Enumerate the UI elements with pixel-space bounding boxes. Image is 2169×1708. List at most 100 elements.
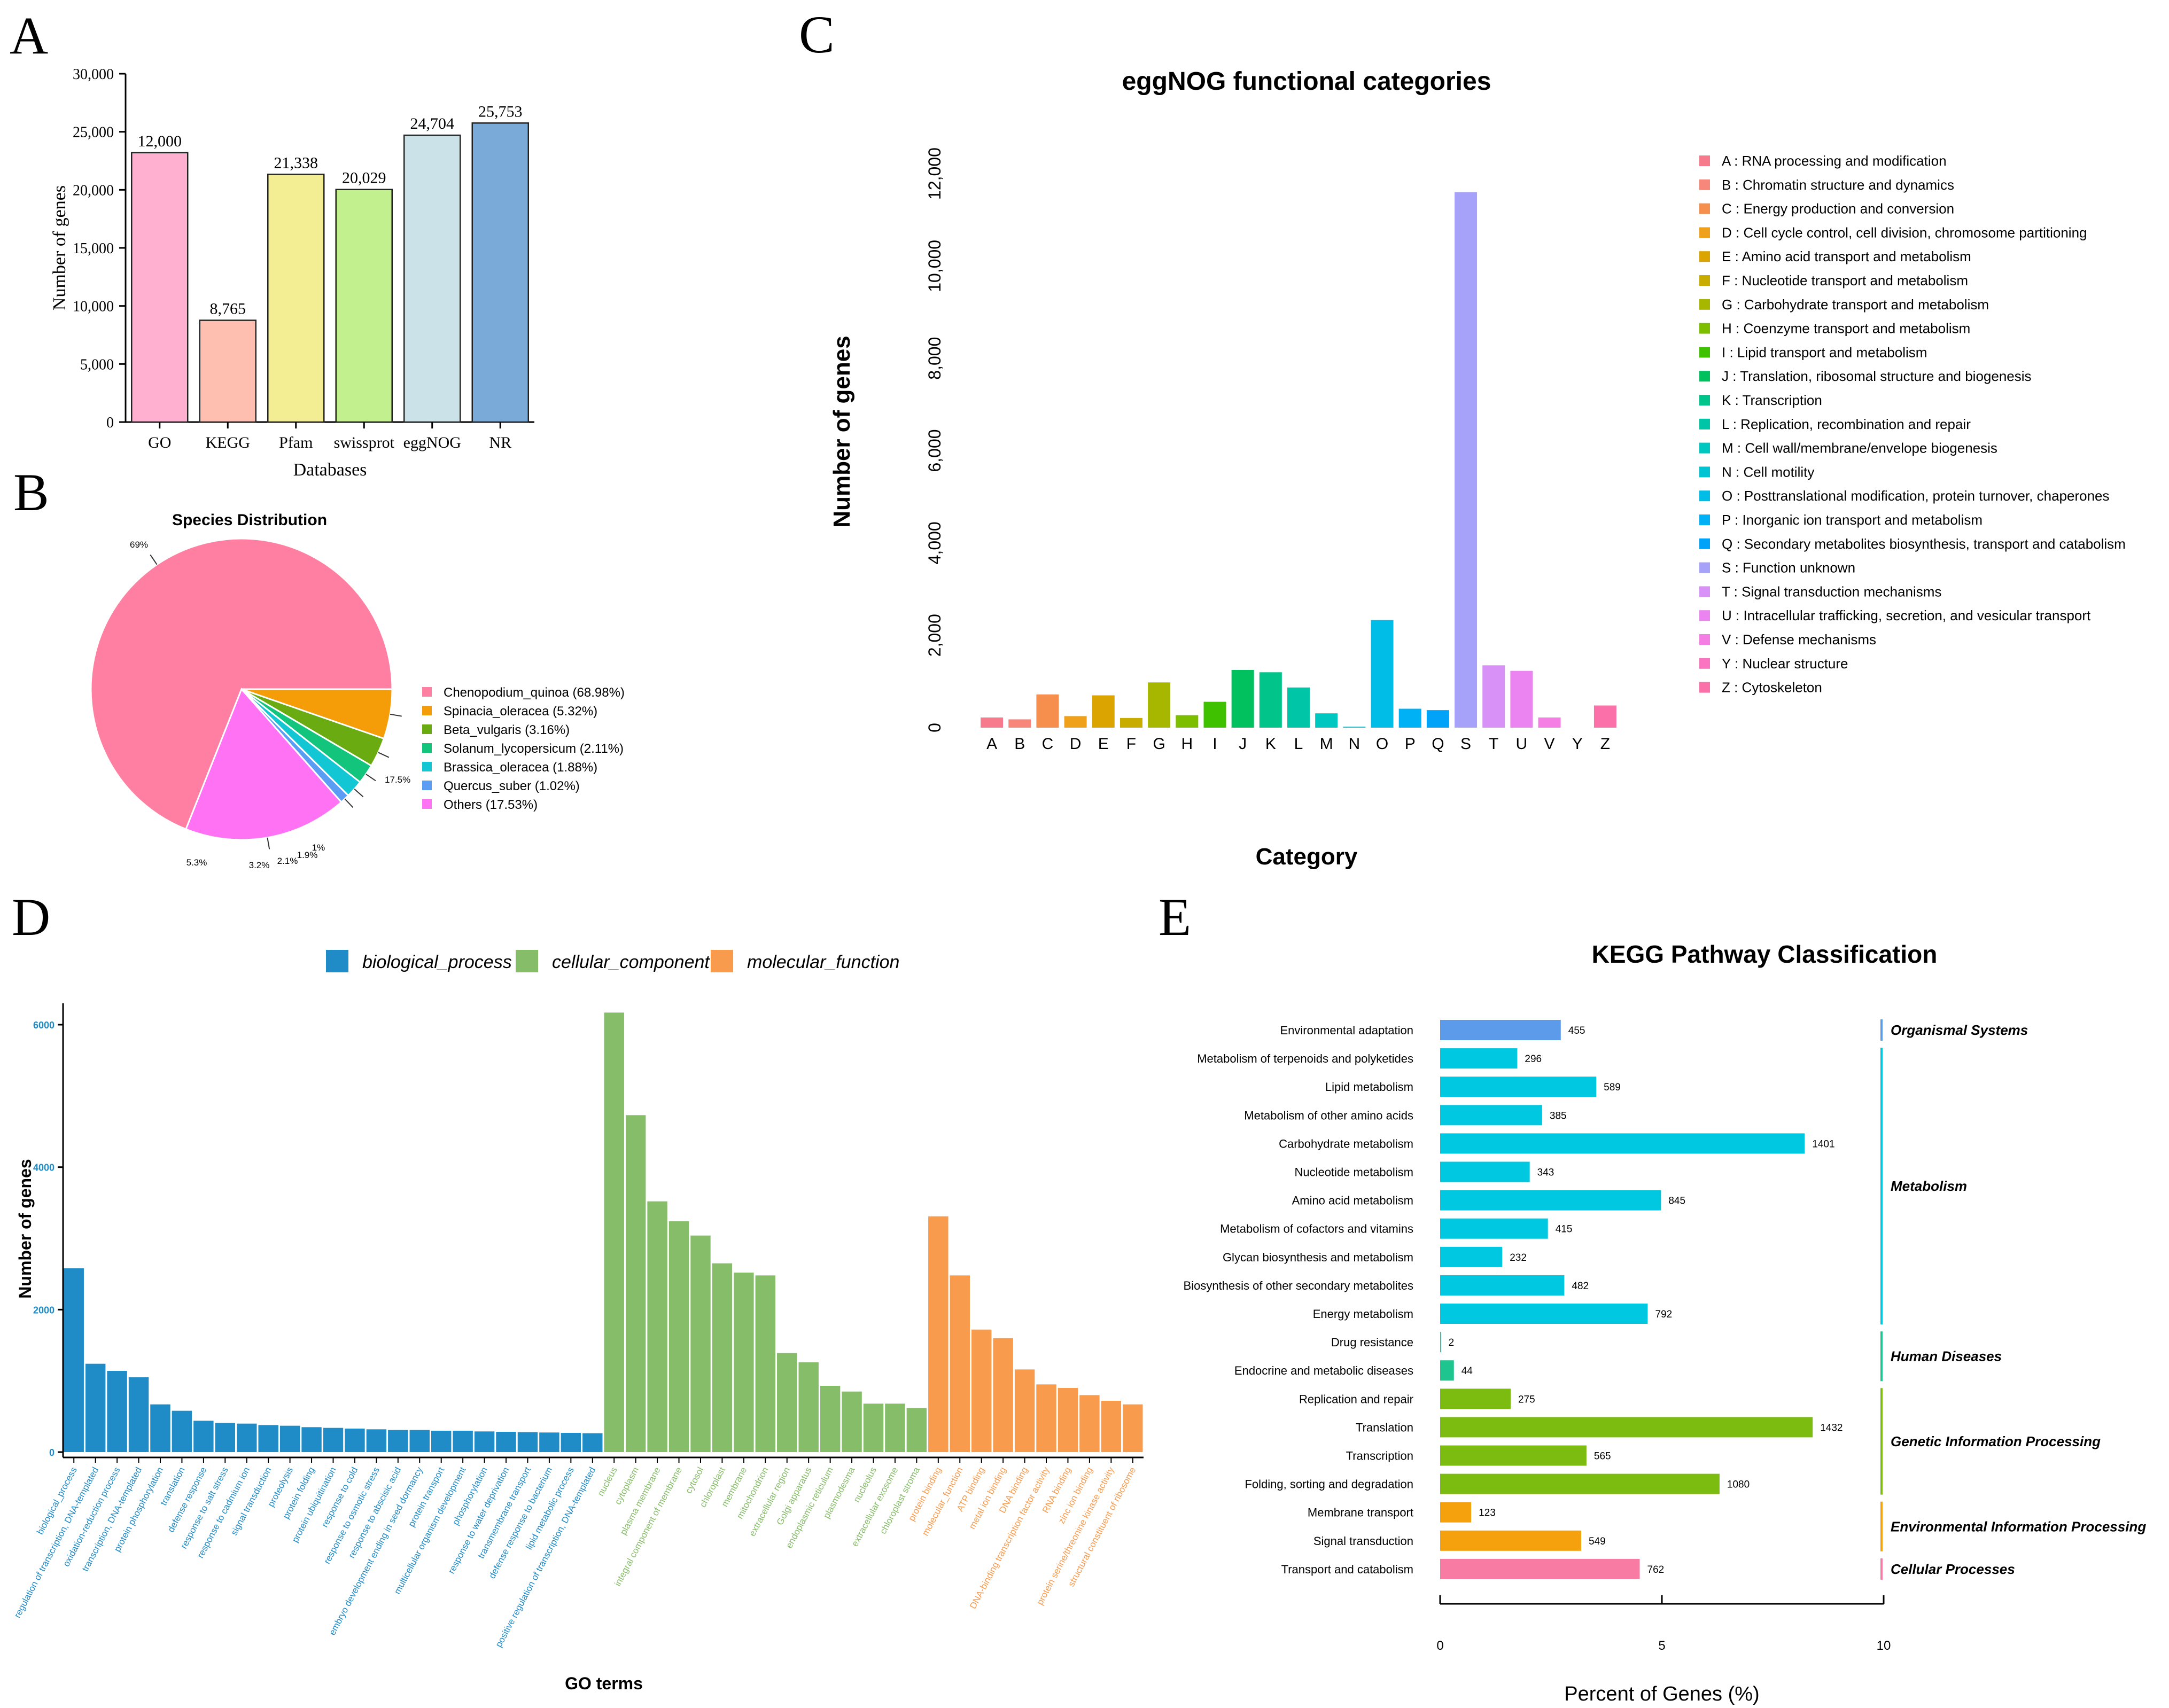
legend-swatch — [1699, 514, 1710, 525]
bar-kegg-pathway — [1440, 1417, 1813, 1438]
x-tick-label: C — [1042, 735, 1054, 753]
bar-go-term — [388, 1430, 408, 1452]
legend-label: C : Energy production and conversion — [1722, 201, 1954, 217]
group-label: Genetic Information Processing — [1891, 1433, 2101, 1449]
bar-kegg-pathway — [1440, 1077, 1597, 1097]
legend-swatch — [1699, 299, 1710, 310]
group-label: Organismal Systems — [1891, 1022, 2028, 1038]
bar-kegg-pathway — [1440, 1558, 1640, 1579]
legend-swatch — [422, 743, 432, 753]
legend-label: E : Amino acid transport and metabolism — [1722, 248, 1971, 264]
legend-label: B : Chromatin structure and dynamics — [1722, 177, 1954, 193]
y-tick-label: 8,000 — [925, 337, 944, 380]
bar-go-term — [279, 1425, 300, 1452]
bar-kegg-pathway — [1440, 1020, 1561, 1040]
pie-percent-label: 3.2% — [249, 860, 270, 870]
bar-V — [1538, 717, 1561, 728]
bar-go-term — [1101, 1401, 1122, 1452]
legend-label: I : Lipid transport and metabolism — [1722, 344, 1927, 360]
bar-kegg-pathway — [1440, 1445, 1587, 1466]
bar-value-label: 12,000 — [138, 132, 182, 150]
pie-slice-0 — [90, 537, 393, 831]
y-tick-label: 25,000 — [73, 124, 114, 141]
bar-L — [1287, 687, 1310, 728]
bar-kegg-pathway — [1440, 1161, 1530, 1182]
bar-go-term — [1036, 1384, 1056, 1452]
bar-kegg-pathway — [1440, 1246, 1503, 1267]
bar-go-term — [863, 1403, 884, 1452]
chart-title: eggNOG functional categories — [1122, 67, 1491, 96]
bar-go-term — [906, 1408, 927, 1452]
y-tick-label: 20,000 — [73, 182, 114, 199]
group-label: Metabolism — [1891, 1178, 1967, 1194]
pie-leader-line — [378, 752, 390, 758]
category-label: Drug resistance — [1331, 1336, 1413, 1349]
legend-swatch — [1699, 227, 1710, 238]
legend-swatch — [1699, 442, 1710, 454]
category-label: Signal transduction — [1313, 1534, 1413, 1548]
category-label: Transcription — [1346, 1449, 1413, 1463]
bar-go-term — [928, 1216, 949, 1452]
bar-A — [981, 717, 1004, 728]
bar-value-label: 482 — [1572, 1281, 1589, 1292]
x-tick-label: P — [1405, 735, 1416, 753]
x-tick-label: A — [986, 735, 997, 753]
bar-go-term — [690, 1235, 711, 1452]
bar-value-label: 20,029 — [342, 169, 386, 187]
bar-go-term — [712, 1263, 733, 1452]
x-axis-title: Category — [1256, 844, 1358, 870]
pie-leader-line — [267, 837, 270, 849]
bar-swissprot — [335, 189, 393, 423]
legend-swatch — [422, 781, 432, 790]
bar-go-term — [842, 1391, 862, 1452]
legend-swatch — [1699, 682, 1710, 693]
x-tick-label: eggNOG — [403, 434, 461, 451]
bar-go-term — [85, 1363, 106, 1452]
bar-go-term — [971, 1329, 992, 1452]
x-tick-label: B — [1014, 735, 1025, 753]
legend-label: Chenopodium_quinoa (68.98%) — [444, 685, 625, 700]
bar-kegg-pathway — [1440, 1332, 1441, 1353]
bar-go-term — [993, 1338, 1013, 1452]
bar-go-term — [777, 1353, 797, 1452]
bar-D — [1064, 716, 1087, 728]
category-label: Metabolism of other amino acids — [1244, 1109, 1413, 1122]
legend-label: V : Defense mechanisms — [1722, 631, 1876, 648]
x-tick-label: O — [1376, 735, 1388, 753]
bar-I — [1203, 701, 1226, 728]
pie-title: Species Distribution — [172, 511, 327, 529]
pie-percent-label: 17.5% — [385, 775, 410, 785]
legend-label: H : Coenzyme transport and metabolism — [1722, 321, 1970, 337]
bar-kegg-pathway — [1440, 1304, 1648, 1324]
x-tick-label: nucleus — [595, 1465, 619, 1498]
category-label: Replication and repair — [1299, 1392, 1413, 1406]
legend-label: S : Function unknown — [1722, 560, 1855, 576]
y-axis-title: Number of genes — [15, 1159, 35, 1298]
legend-swatch — [1699, 634, 1710, 645]
x-axis-title: Databases — [293, 460, 367, 480]
bar-go-term — [150, 1404, 170, 1452]
x-tick-label: H — [1181, 735, 1193, 753]
category-label: Metabolism of cofactors and vitamins — [1220, 1222, 1413, 1236]
bar-GO — [131, 152, 189, 423]
legend-label: Y : Nuclear structure — [1722, 656, 1848, 672]
y-axis-title: Number of genes — [50, 185, 69, 310]
y-tick-label: 12,000 — [925, 147, 944, 200]
x-axis-title: Percent of Genes (%) — [1564, 1683, 1759, 1705]
bar-value-label: 296 — [1525, 1054, 1542, 1065]
legend-swatch — [1699, 347, 1710, 358]
bar-go-term — [755, 1275, 776, 1452]
x-tick-label: E — [1098, 735, 1109, 753]
bar-F — [1120, 717, 1142, 728]
legend-swatch — [1699, 418, 1710, 430]
legend-swatch — [1699, 466, 1710, 478]
legend-swatch — [1699, 371, 1710, 382]
bar-go-term — [950, 1275, 970, 1452]
bar-value-label: 24,704 — [410, 115, 455, 132]
x-tick-label: swissprot — [334, 434, 395, 451]
bar-go-term — [193, 1421, 214, 1452]
bar-go-term — [1123, 1404, 1143, 1452]
bar-eggNOG — [403, 134, 461, 423]
bar-value-label: 455 — [1568, 1025, 1585, 1036]
